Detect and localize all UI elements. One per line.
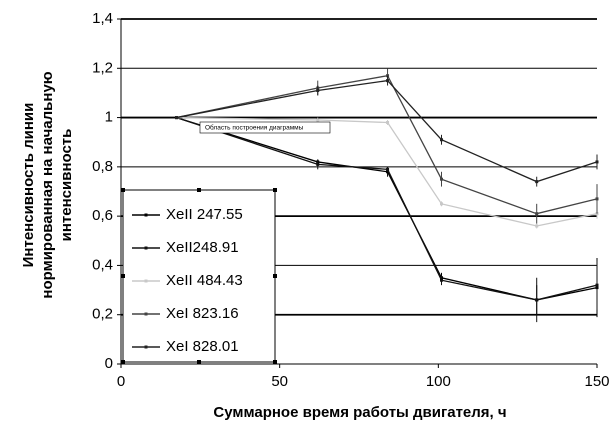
point [595, 197, 599, 201]
legend-handle [197, 188, 201, 192]
legend-label: XeII248.91 [166, 239, 239, 256]
legend-handle [121, 360, 125, 364]
point [535, 224, 539, 228]
point [595, 283, 599, 287]
y-axis-label-line: интенсивность [58, 129, 75, 242]
point [595, 160, 599, 164]
x-tick-label: 100 [426, 373, 451, 390]
y-axis-label-line: нормированная на начальную [39, 71, 56, 298]
legend-handle [273, 188, 277, 192]
point [535, 180, 539, 184]
y-tick-label: 1,2 [92, 59, 113, 76]
point [386, 79, 390, 83]
point [386, 121, 390, 124]
point [316, 88, 320, 92]
point [440, 202, 444, 206]
y-tick-label: 0,6 [92, 207, 113, 224]
x-tick-label: 50 [271, 373, 288, 390]
y-axis-label-line: Интенсивность линии [20, 103, 37, 268]
series-line [176, 116, 598, 227]
annotation-text: Область построения диаграммы [205, 124, 304, 132]
legend-marker [144, 279, 148, 283]
legend-marker [144, 312, 148, 316]
series-line [176, 74, 598, 215]
series-line [176, 79, 598, 183]
legend-label: XeI 828.01 [166, 338, 239, 355]
legend-marker [144, 345, 148, 349]
y-tick-label: 1 [105, 109, 113, 126]
legend-handle [273, 274, 277, 278]
y-tick-label: 0 [105, 355, 113, 372]
legend-handle [121, 274, 125, 278]
legend-label: XeII 484.43 [166, 272, 243, 289]
point [535, 212, 539, 216]
legend-label: XeI 823.16 [166, 305, 239, 322]
legend-label: XeII 247.55 [166, 206, 243, 223]
point [175, 116, 179, 120]
point [316, 162, 320, 166]
point [440, 177, 444, 181]
x-axis-label: Суммарное время работы двигателя, ч [213, 404, 506, 421]
legend-handle [121, 188, 125, 192]
point [440, 278, 444, 282]
legend-marker [144, 213, 148, 217]
legend-marker [144, 246, 148, 250]
y-tick-label: 0,4 [92, 256, 113, 273]
x-tick-label: 0 [117, 373, 125, 390]
point [535, 298, 539, 302]
annotation-box [199, 121, 331, 134]
y-tick-label: 0,8 [92, 158, 113, 175]
point [316, 118, 320, 122]
y-tick-label: 1,4 [92, 10, 113, 27]
y-tick-label: 0,2 [92, 306, 113, 323]
x-tick-label: 150 [584, 373, 609, 390]
y-axis-label: Интенсивность линии нормированная на нач… [20, 71, 75, 298]
point [440, 138, 444, 142]
legend: XeII 247.55 XeII248.91 XeII 484.43 XeI 823.… [121, 188, 277, 364]
annotation: Область построения диаграммы [199, 121, 331, 134]
legend-handle [273, 360, 277, 364]
series-line [176, 116, 598, 301]
point [386, 167, 390, 171]
legend-handle [197, 360, 201, 364]
